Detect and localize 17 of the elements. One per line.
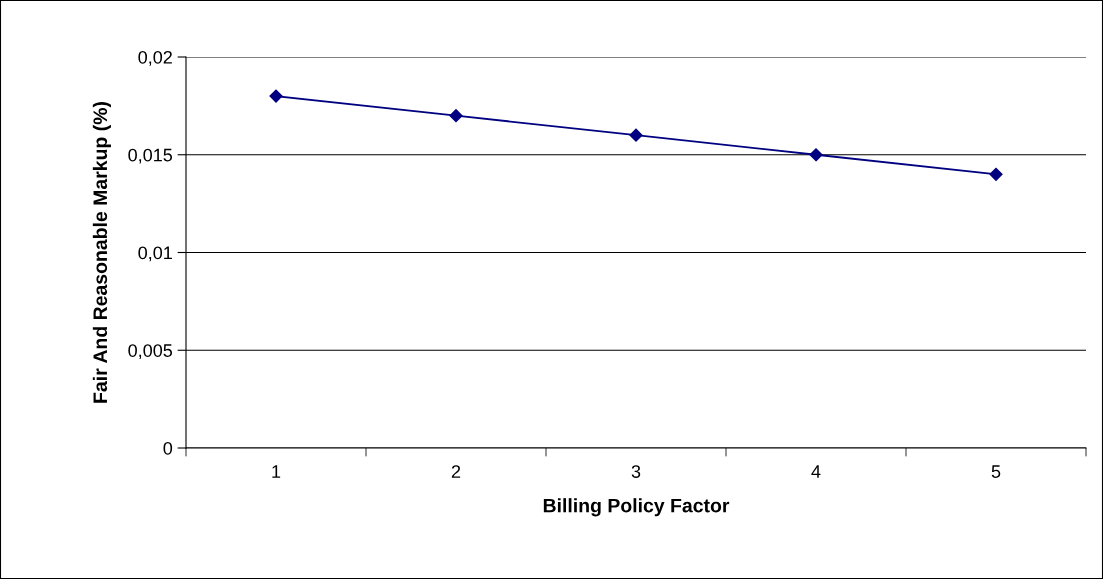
y-axis-title: Fair And Reasonable Markup (%)	[92, 102, 111, 403]
x-axis-title: Billing Policy Factor	[543, 498, 730, 517]
y-tick-label: 0	[163, 441, 173, 455]
x-tick-label: 1	[272, 465, 281, 478]
y-tick-label: 0,005	[128, 344, 173, 360]
x-tick-label: 5	[991, 465, 1001, 478]
point	[629, 128, 643, 142]
x-tick-label: 3	[631, 465, 641, 478]
x-tick-label: 4	[811, 465, 821, 478]
y-tick-label: 0,015	[128, 148, 173, 164]
x-tick-label: 2	[451, 465, 461, 478]
point	[449, 109, 463, 123]
y-tick-label: 0,02	[138, 50, 172, 66]
point	[269, 89, 283, 103]
point	[989, 167, 1003, 181]
y-tick-label: 0,01	[138, 246, 172, 262]
point	[809, 148, 823, 162]
